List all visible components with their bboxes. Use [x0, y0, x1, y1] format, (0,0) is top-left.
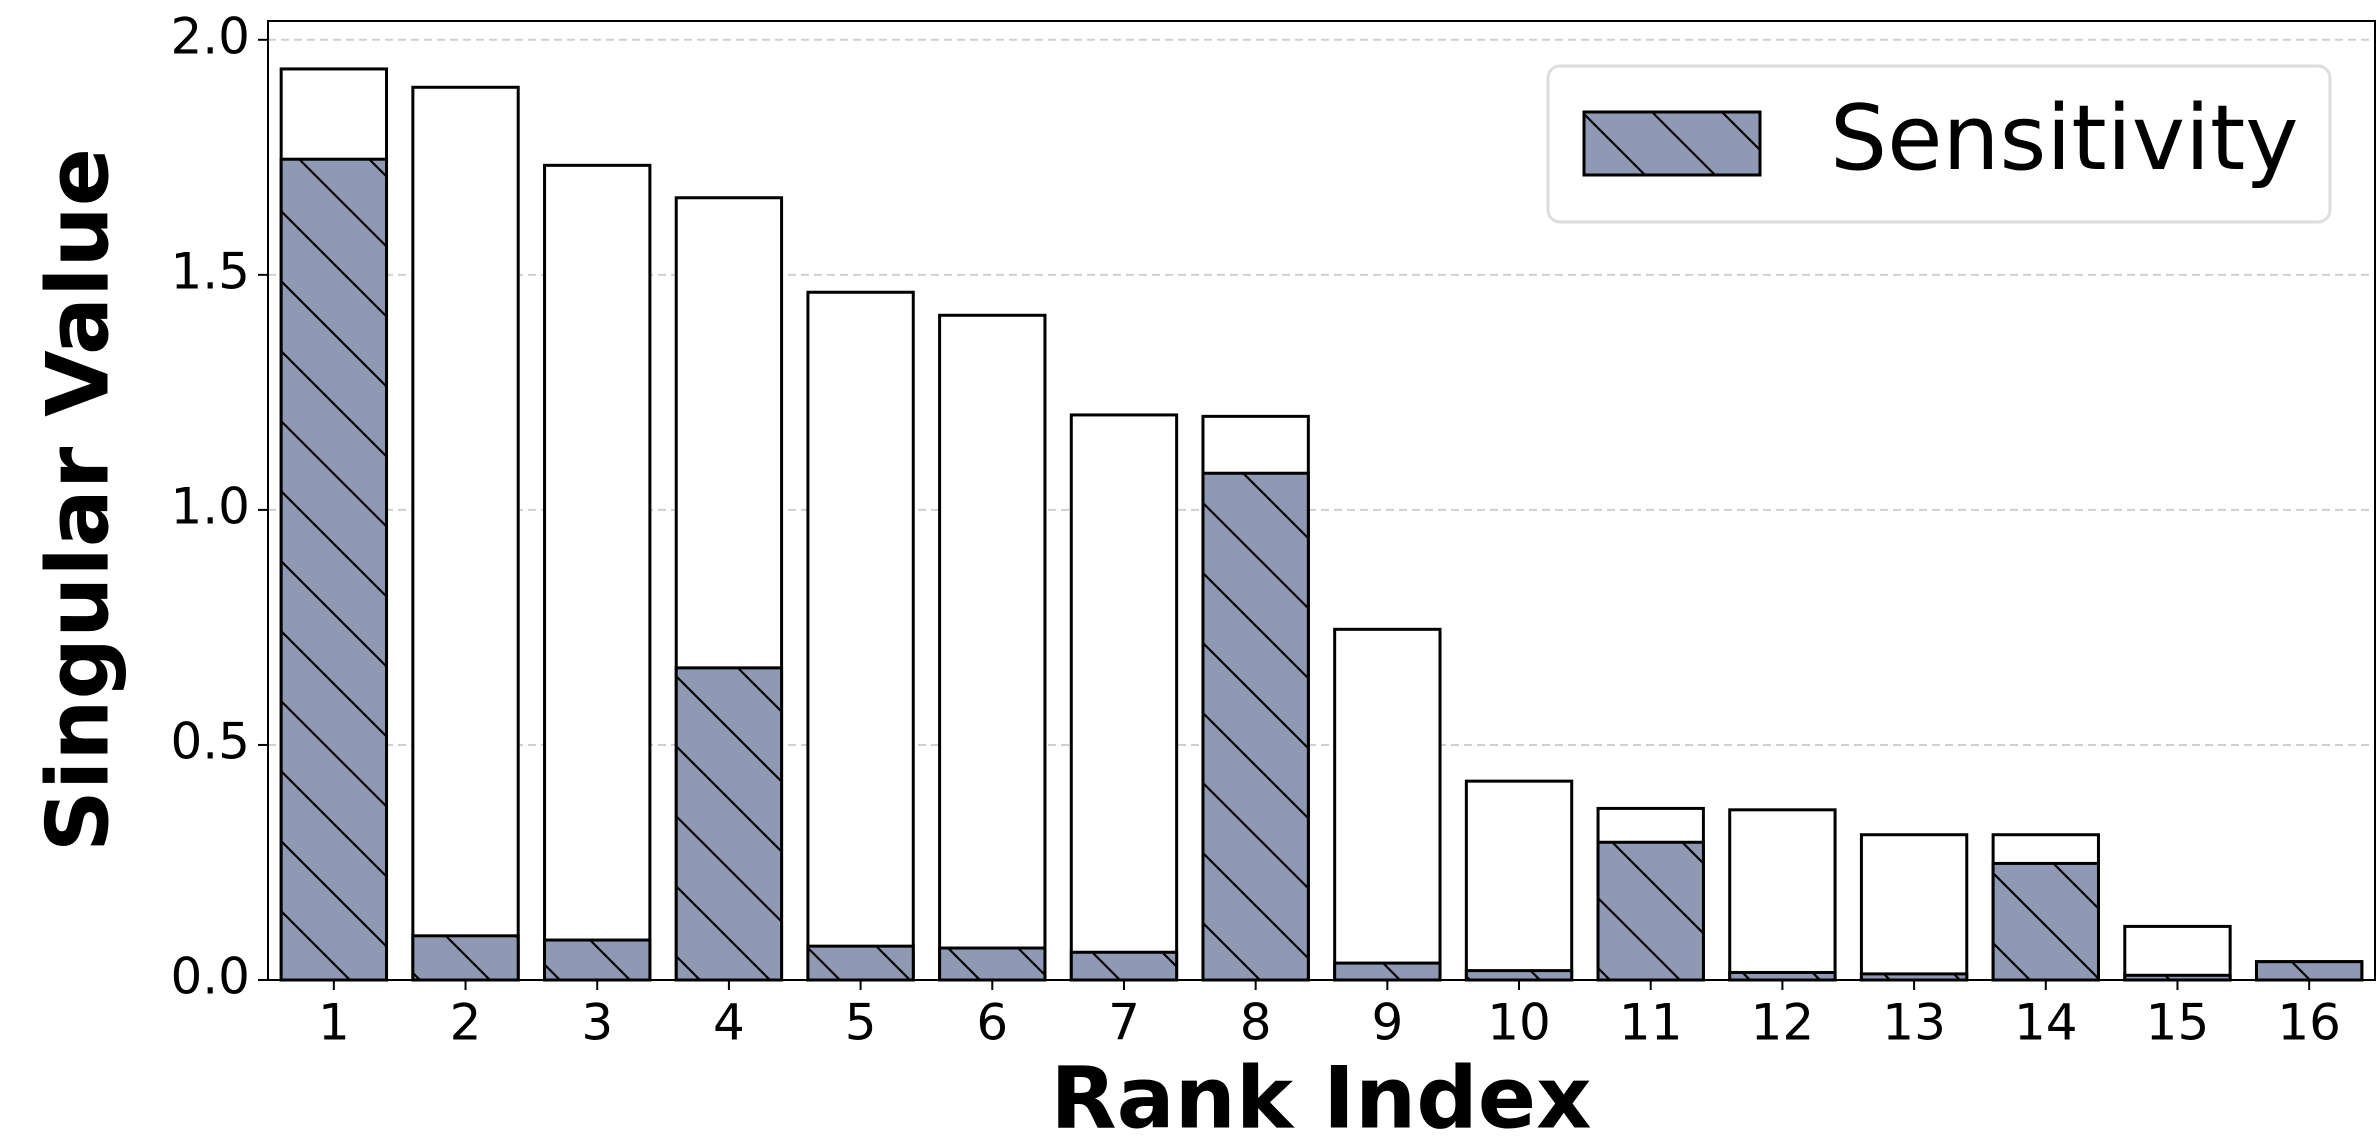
bar: [1201, 471, 1310, 982]
x-tick-label: 10: [1487, 994, 1551, 1052]
y-tick-label: 0.5: [170, 712, 250, 770]
legend-label: Sensitivity: [1830, 86, 2299, 191]
x-tick-label: 15: [2146, 994, 2210, 1052]
x-tick-label: 14: [2014, 994, 2078, 1052]
x-tick-label: 7: [1108, 994, 1140, 1052]
x-tick-label: 9: [1371, 994, 1403, 1052]
legend-box: [1546, 64, 2332, 224]
y-tick-label: 2.0: [170, 7, 250, 65]
x-axis-title: Rank Index: [1050, 1048, 1591, 1145]
bar: [411, 85, 520, 982]
x-tick-label: 12: [1751, 994, 1815, 1052]
legend-swatch: [1582, 110, 1762, 177]
bar: [1333, 961, 1442, 982]
bar: [2254, 960, 2364, 982]
y-axis-title: Singular Value: [28, 148, 128, 852]
bar: [1069, 413, 1179, 982]
y-tick-label: 1.5: [170, 242, 250, 300]
bar: [1991, 861, 2100, 982]
bar: [674, 666, 784, 982]
bar: [806, 944, 915, 982]
y-tick-label: 0.0: [170, 948, 250, 1006]
x-tick-label: 6: [976, 994, 1008, 1052]
bar: [1464, 969, 1574, 982]
x-tick-label: 11: [1619, 994, 1683, 1052]
bar: [1069, 950, 1179, 982]
x-tick-label: 3: [581, 994, 613, 1052]
x-tick-label: 2: [450, 994, 482, 1052]
bar: [1464, 779, 1574, 982]
bar: [543, 163, 652, 982]
x-tick-label: 4: [713, 994, 745, 1052]
x-tick-label: 16: [2277, 994, 2341, 1052]
bar: [2123, 924, 2232, 982]
y-tick-label: 1.0: [170, 477, 250, 535]
x-tick-label: 8: [1240, 994, 1272, 1052]
bar: [543, 938, 652, 982]
bar: [1728, 808, 1837, 982]
bar: [938, 313, 1047, 982]
bar: [1333, 627, 1442, 982]
x-tick-label: 5: [845, 994, 877, 1052]
bar: [411, 934, 520, 982]
x-tick-label: 13: [1882, 994, 1946, 1052]
bar: [1859, 833, 1969, 982]
x-tick-label: 1: [318, 994, 350, 1052]
bar: [1728, 970, 1837, 982]
bar: [279, 157, 389, 982]
plot-frame: [267, 20, 2376, 981]
bar: [806, 290, 915, 982]
bar: [938, 946, 1047, 982]
bar: [1596, 840, 1705, 982]
